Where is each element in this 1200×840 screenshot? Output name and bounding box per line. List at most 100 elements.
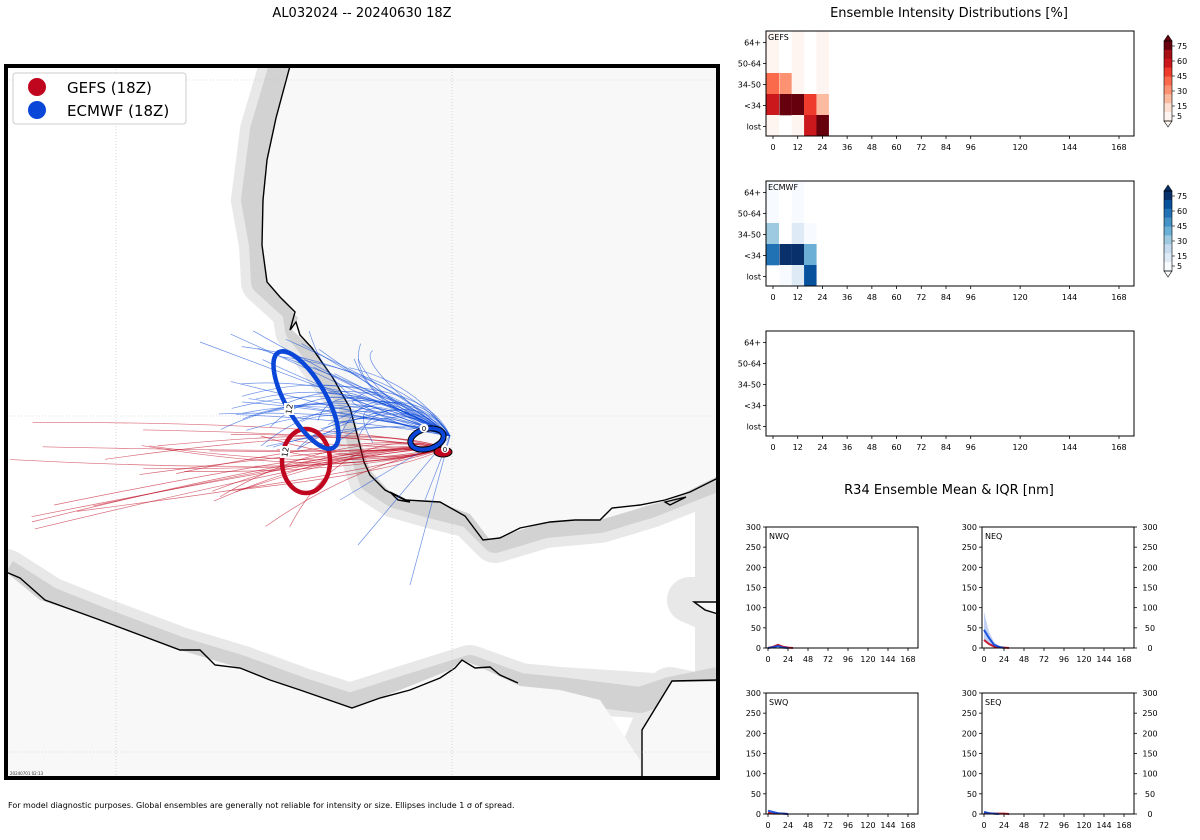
track-map: 12 12 0 0 20240701 02:13 GEFS (18Z) ECMW… xyxy=(4,64,720,780)
r34-ytick-label: 200 xyxy=(962,563,977,572)
r34-ytick-label: 100 xyxy=(746,770,761,779)
intensity-xtick-label: 0 xyxy=(770,293,775,302)
r34-ytick-label: 50 xyxy=(1145,624,1155,633)
r34-ytick-label: 100 xyxy=(962,770,977,779)
r34-xtick-label: 24 xyxy=(999,821,1009,830)
gefs-ellipse-12h-label: 12 xyxy=(280,446,291,458)
intensity-cell xyxy=(766,181,779,203)
intensity-ytick-label: <34 xyxy=(744,402,761,411)
colorbar-tick-label: 45 xyxy=(1177,222,1187,231)
colorbar-segment xyxy=(1164,67,1172,77)
intensity-cell xyxy=(791,202,805,224)
r34-xtick-label: 120 xyxy=(860,821,875,830)
r34-xtick-label: 72 xyxy=(1039,655,1049,664)
r34-ytick-label: 300 xyxy=(962,689,977,698)
intensity-panel-label: GEFS xyxy=(768,33,789,42)
gefs-ellipse-0h-label-bg xyxy=(441,445,449,453)
intensity-cell xyxy=(791,73,805,95)
intensity-ytick-label: 50-64 xyxy=(738,210,761,219)
intensity-xtick-label: 0 xyxy=(770,443,775,452)
colorbar-frame xyxy=(1163,190,1173,272)
r34-ytick-label: 50 xyxy=(751,790,761,799)
r34-axes-frame xyxy=(981,526,1135,649)
intensity-cell xyxy=(816,94,829,116)
r34-ytick-label: 250 xyxy=(746,709,761,718)
r34-ytick-label: 300 xyxy=(746,689,761,698)
r34-xtick-label: 24 xyxy=(783,655,793,664)
footnote: For model diagnostic purposes. Global en… xyxy=(8,801,515,810)
r34-xtick-label: 144 xyxy=(880,655,895,664)
intensity-cell xyxy=(791,94,805,116)
colorbar-segment xyxy=(1164,235,1172,245)
intensity-cell xyxy=(791,115,805,137)
intensity-cell xyxy=(766,115,779,137)
r34-axes-frame xyxy=(981,692,1135,815)
intensity-xtick-label: 36 xyxy=(842,293,852,302)
r34-ytick-label: 250 xyxy=(746,543,761,552)
r34-ytick-label: 200 xyxy=(746,563,761,572)
r34-ytick-label: 100 xyxy=(962,604,977,613)
intensity-ytick-label: 64+ xyxy=(744,39,761,48)
r34-xtick-label: 96 xyxy=(1059,821,1069,830)
gefs-member-track xyxy=(232,447,446,491)
r34-axes-frame xyxy=(765,526,919,649)
intensity-xtick-label: 12 xyxy=(793,143,803,152)
intensity-cell xyxy=(791,31,805,53)
r34-ytick-label: 300 xyxy=(1142,689,1157,698)
colorbar-tick-label: 15 xyxy=(1177,102,1187,111)
intensity-cell xyxy=(779,94,792,116)
gefs-member-track xyxy=(184,447,446,472)
r34-title: R34 Ensemble Mean & IQR [nm] xyxy=(844,483,1054,498)
legend-gefs-label: GEFS (18Z) xyxy=(67,79,152,97)
colorbar-tick-label: 30 xyxy=(1177,87,1187,96)
colorbar-tick-label: 5 xyxy=(1177,112,1182,121)
intensity-xtick-label: 12 xyxy=(793,443,803,452)
colorbar-segment xyxy=(1164,85,1172,95)
intensity-xtick-label: 48 xyxy=(867,293,877,302)
gefs-member-track xyxy=(219,443,446,498)
intensity-cell xyxy=(766,202,779,224)
ecmwf-ellipse-0h-label: 0 xyxy=(422,425,426,433)
r34-xtick-label: 48 xyxy=(803,821,813,830)
colorbar-segment xyxy=(1164,103,1172,113)
r34-ytick-label: 0 xyxy=(1147,644,1152,653)
r34-ytick-label: 50 xyxy=(967,624,977,633)
r34-xtick-label: 168 xyxy=(1116,655,1131,664)
map-stamp: 20240701 02:13 xyxy=(10,771,44,776)
intensity-xtick-label: 60 xyxy=(891,143,901,152)
intensity-xtick-label: 12 xyxy=(793,293,803,302)
ecmwf-member-track xyxy=(296,409,451,450)
r34-xtick-label: 72 xyxy=(823,821,833,830)
colorbar-ecmwf: 515 30 45 60 75 xyxy=(1163,184,1187,278)
r34-ytick-label: 50 xyxy=(967,790,977,799)
intensity-cell xyxy=(766,73,779,95)
colorbar-tick-label: 60 xyxy=(1177,207,1187,216)
r34-panel-nwq: NWQ 0 50 100 150 200 250 300 0 24 48 72 96 120 144 168 xyxy=(746,523,919,664)
intensity-ytick-label: 50-64 xyxy=(738,60,761,69)
gefs-member-track xyxy=(76,447,446,512)
intensity-xtick-label: 48 xyxy=(867,443,877,452)
colorbar-extend-top xyxy=(1163,184,1173,192)
intensity-xtick-label: 144 xyxy=(1062,143,1077,152)
intensity-xtick-label: 24 xyxy=(817,293,827,302)
colorbar-segment xyxy=(1164,262,1172,272)
r34-xtick-label: 144 xyxy=(1096,821,1111,830)
r34-ecmwf-mean-line xyxy=(983,629,1005,649)
legend-ecmwf-marker xyxy=(28,101,46,119)
colorbar-tick-label: 75 xyxy=(1177,192,1187,201)
intensity-cell xyxy=(804,265,817,287)
intensity-xtick-label: 144 xyxy=(1062,293,1077,302)
intensity-ytick-label: lost xyxy=(747,123,761,132)
intensity-xtick-label: 168 xyxy=(1111,443,1126,452)
colorbar-segment xyxy=(1164,208,1172,218)
intensity-ytick-label: lost xyxy=(747,273,761,282)
intensity-cell xyxy=(804,244,817,266)
intensity-xtick-label: 36 xyxy=(842,143,852,152)
intensity-cell xyxy=(816,115,829,137)
intensity-xtick-label: 96 xyxy=(966,443,976,452)
ecmwf-member-track xyxy=(285,338,451,437)
r34-ytick-label: 150 xyxy=(1142,750,1157,759)
r34-ytick-label: 0 xyxy=(756,644,761,653)
map-legend: GEFS (18Z) ECMWF (18Z) xyxy=(12,72,187,125)
